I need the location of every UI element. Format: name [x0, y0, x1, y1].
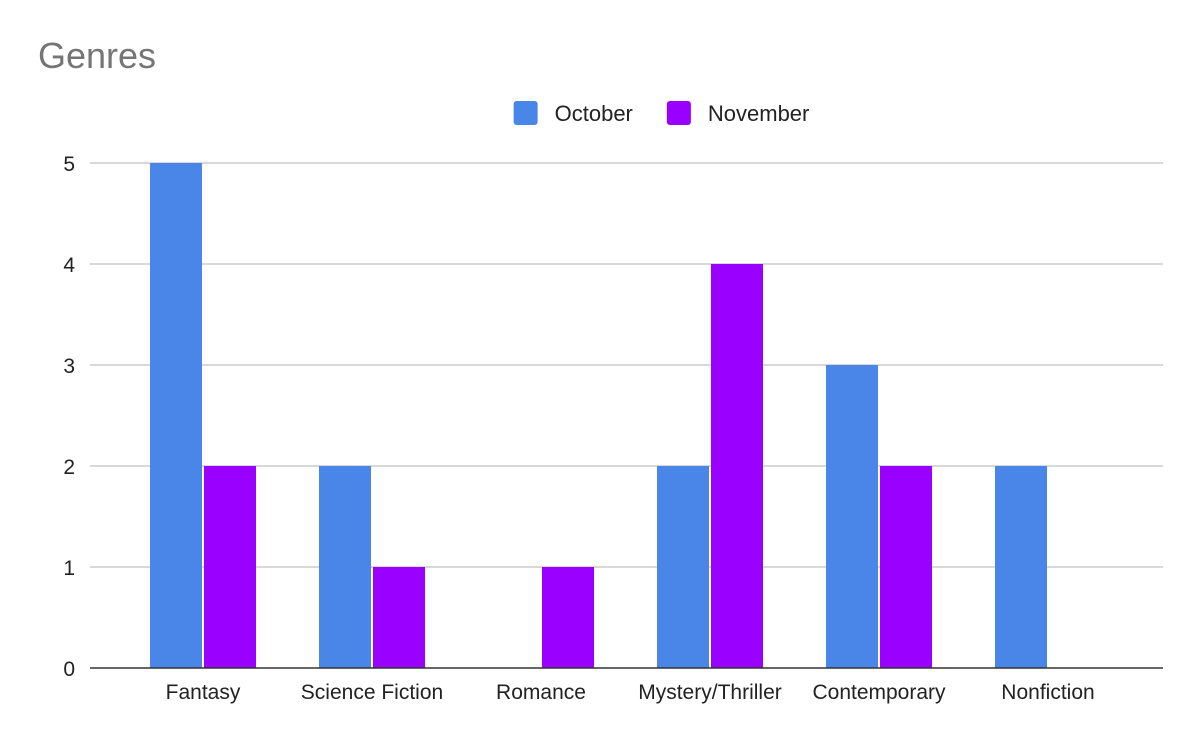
y-tick-label: 2: [63, 456, 75, 479]
chart-title: Genres: [38, 35, 156, 76]
y-tick-label: 3: [63, 355, 75, 378]
bar-october-science-fiction: [319, 466, 371, 668]
bar-november-mystery-thriller: [711, 264, 763, 668]
legend: October November: [513, 101, 809, 126]
legend-swatch-november: [666, 101, 691, 125]
x-tick-label: Contemporary: [812, 681, 946, 704]
gridlines: [90, 162, 1163, 568]
x-tick-label: Science Fiction: [301, 681, 443, 704]
legend-label-november: November: [708, 101, 809, 126]
legend-swatch-october: [513, 101, 538, 125]
bar-november-science-fiction: [373, 567, 425, 668]
bar-november-contemporary: [880, 466, 932, 668]
y-tick-label: 5: [63, 153, 75, 176]
bar-october-contemporary: [826, 365, 878, 668]
y-tick-label: 4: [63, 254, 75, 277]
x-tick-label: Romance: [496, 681, 586, 704]
bar-november-fantasy: [204, 466, 256, 668]
y-tick-label: 1: [63, 557, 75, 580]
axes: 0 1 2 3 4 5 Fantasy Science Fiction Romance Myste…: [63, 153, 1163, 704]
x-tick-label: Nonfiction: [1001, 681, 1094, 704]
bar-november-romance: [542, 567, 594, 668]
bars: [150, 163, 1047, 668]
bar-october-fantasy: [150, 163, 202, 668]
legend-label-october: October: [555, 101, 633, 126]
bar-october-mystery-thriller: [657, 466, 709, 668]
x-tick-label: Mystery/Thriller: [638, 681, 782, 704]
y-tick-label: 0: [63, 658, 75, 681]
x-tick-label: Fantasy: [166, 681, 241, 704]
bar-october-nonfiction: [995, 466, 1047, 668]
